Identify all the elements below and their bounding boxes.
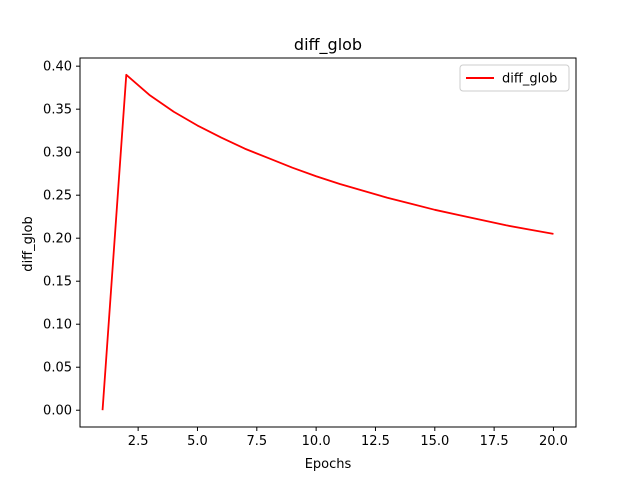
x-tick-label: 2.5 xyxy=(128,434,149,449)
series-line-diff_glob xyxy=(101,73,554,411)
y-tick-label: 0.10 xyxy=(43,318,72,333)
y-axis-label: diff_glob xyxy=(21,216,36,271)
axes-frame xyxy=(79,57,577,428)
legend-entry-diff_glob: diff_glob xyxy=(502,72,557,87)
x-tick-label: 15.0 xyxy=(420,434,449,449)
chart-title: diff_glob xyxy=(294,35,362,55)
x-axis-label: Epochs xyxy=(305,457,352,472)
x-tick-label: 20.0 xyxy=(539,434,568,449)
y-tick-label: 0.35 xyxy=(43,103,72,118)
y-tick-label: 0.30 xyxy=(43,146,72,161)
x-axis: 2.5 5.0 7.5 10.0 12.5 15.0 17.5 20.0 xyxy=(128,427,568,449)
y-tick-label: 0.15 xyxy=(43,275,72,290)
series-layer xyxy=(101,73,554,411)
y-tick-label: 0.20 xyxy=(43,232,72,247)
legend-box xyxy=(459,64,570,92)
y-tick-label: 0.40 xyxy=(43,60,72,75)
x-tick-label: 7.5 xyxy=(246,434,267,449)
legend: diff_glob xyxy=(459,64,570,92)
y-axis: 0.00 0.05 0.10 0.15 0.20 0.25 0.30 0.35 0.40 xyxy=(43,60,80,419)
x-tick-label: 10.0 xyxy=(302,434,331,449)
y-tick-label: 0.05 xyxy=(43,361,72,376)
x-tick-label: 5.0 xyxy=(187,434,208,449)
x-tick-label: 12.5 xyxy=(361,434,390,449)
x-tick-label: 17.5 xyxy=(480,434,509,449)
y-tick-label: 0.00 xyxy=(43,404,72,419)
y-tick-label: 0.25 xyxy=(43,189,72,204)
